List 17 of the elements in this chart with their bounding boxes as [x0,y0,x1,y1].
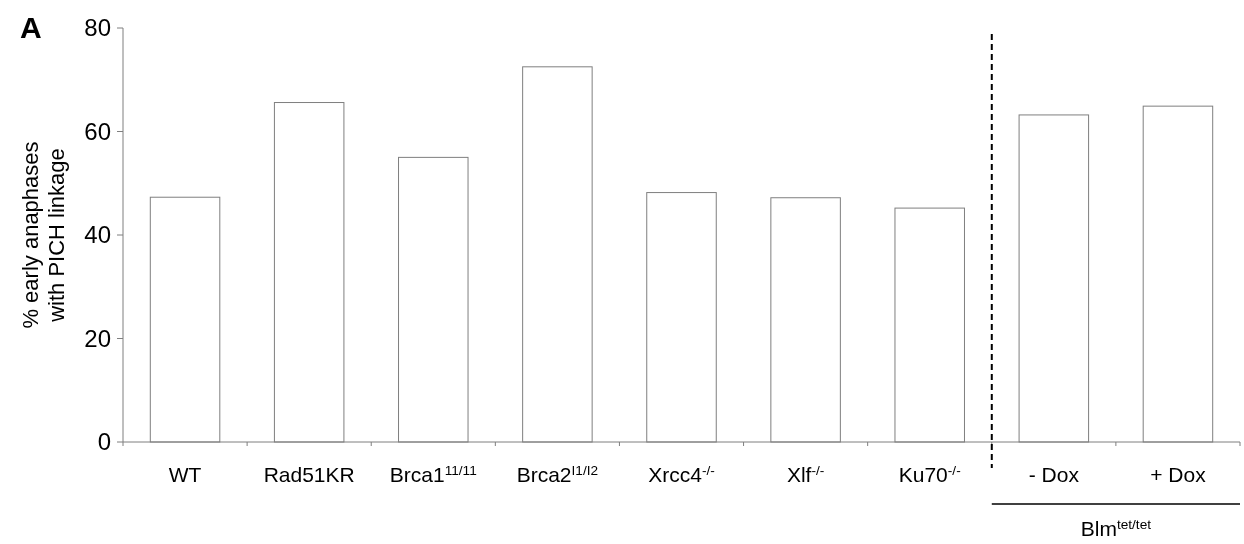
x-tick-label: Ku70$^{-/-}$ [898,462,961,486]
y-axis-title: % early anaphases with PICH linkage [18,141,69,329]
x-tick-label: Brca1$^{11/11}$ [389,462,477,486]
y-tick-label: 20 [84,324,111,352]
y-tick-label: 60 [84,117,111,145]
x-tick-label: Xlf$^{-/-}$ [786,462,825,486]
y-tick-label: 80 [84,14,111,42]
text: Blm$^{tet/tet}$ [1080,516,1152,540]
y-tick-label: 40 [84,221,111,249]
x-tick-label: Rad51KR [263,463,355,486]
x-tick-label: - Dox [1028,463,1080,486]
text: A [20,11,42,44]
x-tick-label: Brca2$^{I1/I2}$ [516,462,599,486]
x-tick-label: Xrcc4$^{-/-}$ [648,462,715,486]
y-tick-label: 0 [97,428,111,456]
x-tick-label: WT [168,463,202,486]
x-tick-label: + Dox [1150,463,1207,486]
